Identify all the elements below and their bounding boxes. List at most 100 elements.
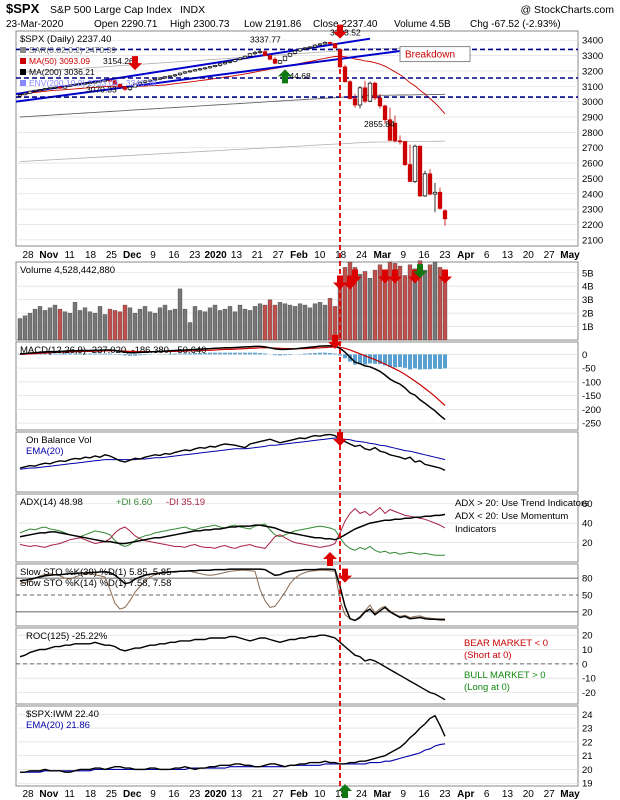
y-tick-label-macd: -100 [582,377,601,388]
volume-bar [357,273,363,341]
candle-body [232,59,238,62]
volume-bar [317,302,323,341]
candle-body [362,87,368,102]
volume-bar [112,310,118,341]
volume-label: Volume 4.5B [394,19,451,30]
x-tick-label-top: 18 [335,250,347,261]
volume-bar [352,267,358,341]
volume-sell-arrow-icon [378,269,392,284]
x-tick-label-bottom: 6 [484,789,490,800]
macd-histogram-bar [363,354,367,365]
candle-body [292,50,298,54]
volume-sell-arrow-icon [333,275,347,290]
x-tick-label-bottom: Feb [290,789,308,800]
candle-body [397,140,403,143]
volume-bar [202,311,208,341]
volume-bar [142,306,148,341]
x-tick-label-bottom: 25 [106,789,118,800]
obv-ema-line [19,437,446,470]
y-tick-label-ratio: 22 [582,737,593,748]
macd-histogram-bar [178,353,182,355]
volume-bar [42,310,48,341]
candle-body [372,82,378,99]
macd-histogram-bar [203,353,207,355]
volume-sell-arrow-icon [408,269,422,284]
volume-bar [427,264,433,341]
candle-body [427,173,433,195]
macd-histogram-bar [188,353,192,355]
candle-body [272,58,278,64]
y-tick-label-ratio: 20 [582,765,593,776]
candle-body [122,86,128,90]
copyright-label: @ StockCharts.com [520,4,614,16]
candle-body [127,86,133,90]
x-tick-label-top: 20 [523,250,535,261]
buy-arrow-icon [278,69,292,84]
obv-line [19,433,446,472]
adx-line [19,513,446,545]
breakdown-callout: Breakdown [405,50,455,61]
x-tick-label-bottom: Apr [457,789,474,800]
macd-histogram-bar [428,354,432,370]
candle-body [102,79,108,82]
macd-histogram-bar [398,354,402,368]
candle-body [387,119,393,141]
macd-histogram-bar [303,353,307,355]
x-tick-label-bottom: 20 [523,789,535,800]
y-tick-label-ratio: 21 [582,751,593,762]
volume-bar [322,304,328,341]
x-tick-label-top: 2020 [204,250,227,261]
x-tick-label-bottom: 27 [544,789,556,800]
candle-body [322,42,328,45]
x-tick-label-top: 25 [106,250,118,261]
volume-bar [367,277,373,341]
y-tick-label-macd: -150 [582,391,601,402]
macd-histogram-bar [128,354,132,356]
volume-bar [177,288,183,341]
candle-body [302,47,308,50]
y-tick-label-adx: 60 [582,499,593,510]
volume-bar [432,261,438,341]
macd-histogram-bar [173,353,177,355]
x-tick-label-top: 21 [252,250,264,261]
macd-histogram-bar [183,353,187,355]
trendline-lower [15,49,401,103]
volume-bar [227,306,233,341]
x-tick-label-bottom: 28 [22,789,34,800]
volume-bar [122,304,128,341]
candle-body [112,80,118,85]
envelope-lower-line [19,140,446,162]
x-tick-label-bottom: Mar [373,789,391,800]
candle-body [307,46,313,49]
volume-bar [147,311,153,341]
volume-bar [52,304,58,341]
x-tick-label-top: 23 [439,250,451,261]
macd-sell-arrow-icon [328,334,342,349]
volume-bar [272,304,278,341]
x-tick-label-bottom: 13 [231,789,243,800]
y-tick-label-macd: -250 [582,419,601,430]
candle-body [137,81,143,85]
x-tick-label-top: 9 [400,250,406,261]
volume-bar [282,303,288,341]
macd-histogram-bar [48,353,52,355]
panel-frame-ratio [15,705,579,787]
y-tick-label-price: 2200 [582,220,603,231]
x-tick-label-top: May [560,250,580,261]
panel-title-volume: Volume 4,528,442,880 [20,265,115,276]
panel-title-obv: On Balance Vol [26,435,92,446]
sto-k14-line [19,569,445,621]
plus-di-line [19,523,445,556]
price-annotation: 3337.77 [250,35,281,45]
y-tick-label-price: 3100 [582,82,603,93]
y-tick-label-price: 3200 [582,66,603,77]
macd-histogram-bar [138,354,142,356]
y-tick-label-price: 2100 [582,235,603,246]
legend-swatch [20,80,26,86]
macd-histogram-bar [248,352,252,355]
macd-histogram-bar [383,354,387,366]
chart-panels: 3400330032003100300029002800270026002500… [15,24,603,800]
macd-histogram-bar [313,353,317,355]
volume-bar [407,264,413,341]
volume-bar [182,308,188,341]
